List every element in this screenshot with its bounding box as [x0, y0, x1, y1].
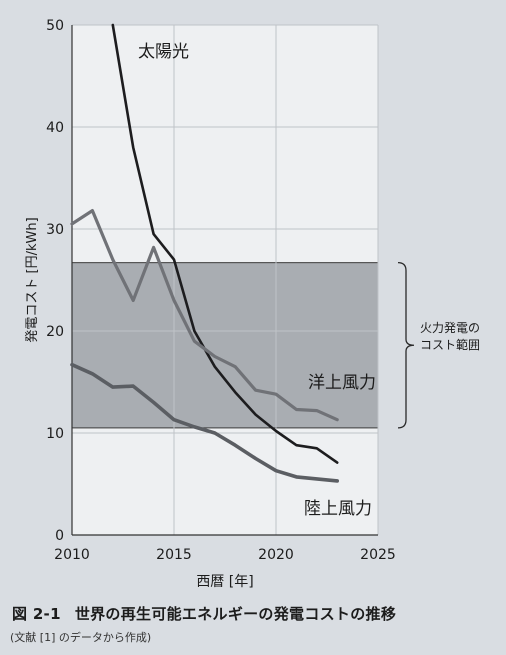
x-tick-label: 2020 — [258, 547, 294, 563]
y-tick-label: 20 — [46, 324, 64, 340]
x-tick-label: 2015 — [156, 547, 192, 563]
y-tick-label: 30 — [46, 222, 64, 238]
band-label-line1: 火力発電の — [420, 321, 480, 335]
axes — [71, 25, 378, 536]
series-line-onshore-wind — [70, 362, 340, 483]
figure-source: (文献 [1] のデータから作成) — [10, 631, 152, 644]
band-bracket — [397, 262, 415, 429]
x-axis-title: 西暦 [年] — [196, 574, 253, 590]
figure-title: 世界の再生可能エネルギーの発電コストの推移 — [74, 605, 397, 623]
bracket-path — [397, 262, 415, 429]
series-line-offshore-wind — [70, 209, 339, 422]
tick-labels: 0 10 20 30 40 50 2010 2015 2020 2025 — [46, 18, 396, 563]
series-label-solar: 太陽光 — [138, 42, 189, 62]
grid — [72, 24, 379, 535]
band-rect — [71, 262, 379, 429]
figure-caption: 図 2-1 世界の再生可能エネルギーの発電コストの推移 — [12, 603, 396, 624]
series — [70, 23, 340, 483]
thermal-cost-band — [71, 262, 379, 429]
x-tick-label: 2010 — [54, 547, 90, 563]
y-tick-label: 50 — [46, 18, 64, 34]
series-label-onshore: 陸上風力 — [304, 499, 372, 519]
band-label-line2: コスト範囲 — [420, 337, 480, 352]
y-tick-label: 40 — [46, 120, 64, 136]
series-line-solar — [111, 23, 339, 464]
series-label-offshore: 洋上風力 — [308, 373, 376, 393]
x-tick-label: 2025 — [360, 547, 396, 563]
figure-number: 図 2-1 — [12, 605, 61, 623]
y-tick-label: 10 — [46, 426, 64, 442]
y-tick-label: 0 — [55, 528, 64, 544]
y-axis-title: 発電コスト [円/kWh] — [25, 217, 40, 342]
